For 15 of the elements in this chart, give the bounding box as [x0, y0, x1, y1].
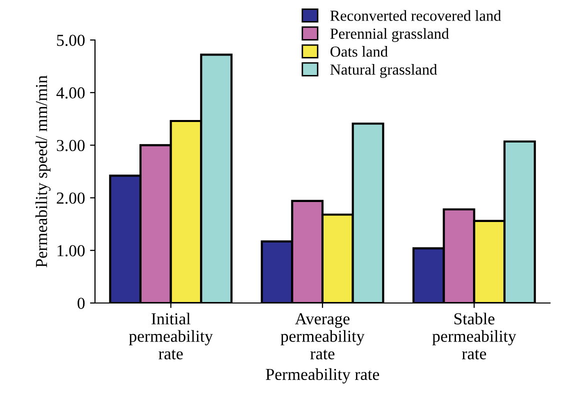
y-tick-label: 4.00	[56, 87, 85, 99]
x-tick-label: Initial permeability rate	[128, 312, 213, 360]
y-tick-label: 0	[78, 298, 85, 309]
x-tick-label: Stable permeability rate	[432, 312, 516, 360]
y-axis-title: Permeability speed/ mm/min	[35, 75, 51, 268]
x-axis-title: Permeability rate	[266, 368, 380, 384]
x-tick-label: Average permeability rate	[280, 313, 365, 360]
y-tick-label: 5.00	[57, 34, 85, 46]
legend-label: Reconverted recovered land	[330, 10, 502, 21]
legend-label: Oats land	[330, 46, 388, 57]
y-tick-label: 2.00	[56, 192, 85, 204]
legend-label: Perennial grassland	[330, 28, 449, 42]
y-tick-label: 1.00	[58, 245, 85, 256]
y-tick-label: 3.00	[56, 140, 85, 152]
legend-label: Natural grassland	[330, 64, 438, 78]
